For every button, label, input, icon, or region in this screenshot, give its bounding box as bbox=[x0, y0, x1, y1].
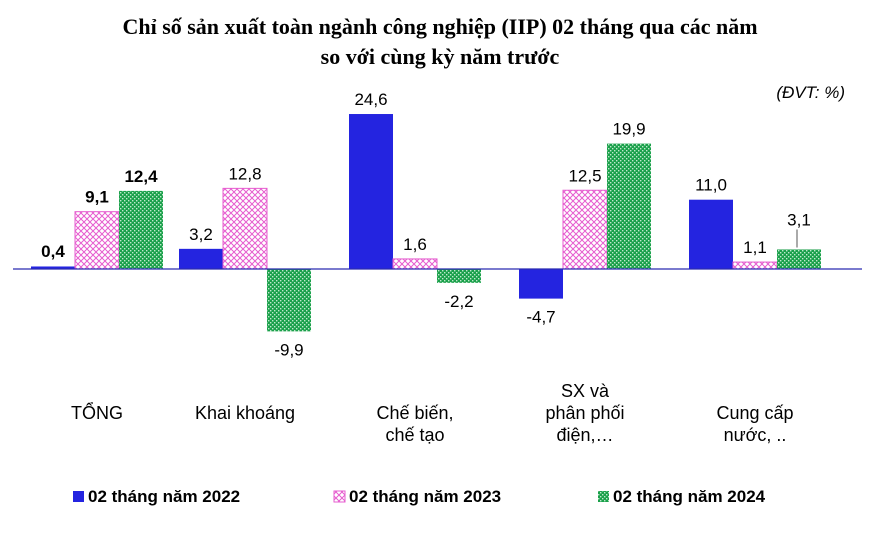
data-label-s3-c1: 12,4 bbox=[124, 167, 158, 186]
bar-s2-c1 bbox=[74, 211, 120, 270]
legend-swatch-3 bbox=[598, 491, 609, 502]
bar-s1-c5 bbox=[689, 199, 733, 269]
bar-s3-c1 bbox=[119, 190, 163, 269]
data-label-s3-c5: 3,1 bbox=[787, 210, 811, 229]
data-label-s2-c1: 9,1 bbox=[85, 188, 109, 207]
bar-s2-c3 bbox=[392, 258, 438, 270]
bar-s2-c2 bbox=[222, 187, 268, 270]
data-label-s3-c2: -9,9 bbox=[274, 340, 303, 359]
bar-s3-c2 bbox=[267, 269, 311, 332]
bar-s1-c1 bbox=[31, 266, 75, 269]
data-label-s2-c5: 1,1 bbox=[743, 238, 767, 257]
legend-label-3: 02 tháng năm 2024 bbox=[613, 487, 766, 506]
category-label-4-line-3: điện,… bbox=[556, 425, 613, 445]
data-label-s2-c4: 12,5 bbox=[568, 166, 601, 185]
bar-s2-c5 bbox=[732, 261, 778, 270]
category-label-3-line-2: chế tạo bbox=[385, 425, 444, 445]
bar-s2-c4 bbox=[562, 189, 608, 270]
data-label-s1-c2: 3,2 bbox=[189, 225, 213, 244]
data-label-s1-c4: -4,7 bbox=[526, 308, 555, 327]
bar-s3-c4 bbox=[607, 143, 651, 269]
chart-title-line-2: so với cùng kỳ năm trước bbox=[321, 44, 560, 69]
category-label-1-line-1: TỔNG bbox=[71, 402, 123, 423]
legend: 02 tháng năm 2022 02 tháng năm 2023 02 thá… bbox=[73, 487, 766, 506]
legend-swatch-1 bbox=[73, 491, 84, 502]
data-label-s1-c3: 24,6 bbox=[354, 90, 387, 109]
legend-label-1: 02 tháng năm 2022 bbox=[88, 487, 240, 506]
category-label-2-line-1: Khai khoáng bbox=[195, 403, 295, 423]
bar-s1-c4 bbox=[519, 269, 563, 299]
legend-swatch-2 bbox=[333, 490, 346, 503]
category-label-5-line-1: Cung cấp bbox=[716, 403, 793, 423]
category-labels-layer: TỔNG Khai khoáng Chế biến,chế tạo SX vàphân… bbox=[71, 381, 794, 445]
data-label-s1-c1: 0,4 bbox=[41, 242, 65, 261]
category-label-3-line-1: Chế biến, bbox=[376, 403, 453, 423]
bar-s1-c3 bbox=[349, 114, 393, 270]
data-label-s2-c2: 12,8 bbox=[228, 164, 261, 183]
data-label-s1-c5: 11,0 bbox=[695, 176, 727, 195]
data-label-s3-c3: -2,2 bbox=[444, 292, 473, 311]
category-label-5-line-2: nước, .. bbox=[724, 425, 787, 445]
category-label-4-line-2: phân phối bbox=[545, 403, 624, 423]
data-label-s2-c3: 1,6 bbox=[403, 235, 427, 254]
bars-layer bbox=[31, 114, 821, 332]
data-labels-layer: 0,4 3,2 24,6 -4,7 11,0 9,1 12,8 1,6 12,5 1,1 12,4 -… bbox=[41, 90, 811, 359]
bar-s3-c5 bbox=[777, 249, 821, 269]
unit-note: (ĐVT: %) bbox=[776, 83, 845, 102]
legend-label-2: 02 tháng năm 2023 bbox=[349, 487, 501, 506]
chart-title-line-1: Chỉ số sản xuất toàn ngành công nghiệp (… bbox=[122, 14, 757, 39]
data-label-s3-c4: 19,9 bbox=[612, 120, 645, 139]
bar-s1-c2 bbox=[179, 248, 223, 269]
category-label-4-line-1: SX và bbox=[561, 381, 610, 401]
bar-s3-c3 bbox=[437, 269, 481, 283]
